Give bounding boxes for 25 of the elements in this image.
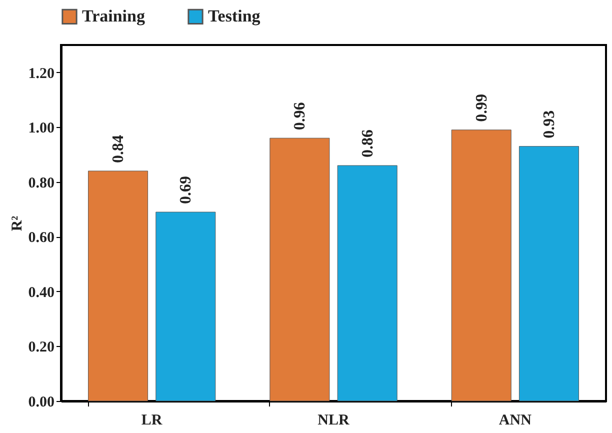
data-label: 0.99 [473,94,490,122]
data-label: 0.86 [359,129,376,158]
bar [156,212,216,402]
data-label: 0.69 [178,176,195,204]
y-tick-label: 1.00 [28,120,54,137]
y-tick-label: 0.80 [28,175,54,192]
y-tick-label: 0.60 [28,230,54,246]
data-label: 0.96 [292,102,309,130]
y-tick-label: 0.20 [28,340,54,356]
x-tick-label: NLR [318,412,350,428]
bar [270,138,330,402]
bar [451,130,512,402]
bar [518,146,579,402]
legend-label: Testing [208,6,261,26]
data-label: 0.84 [110,134,128,163]
bar [337,165,398,402]
y-tick-label: 0.00 [28,394,54,410]
x-tick-label: LR [141,412,162,428]
data-label: 0.93 [540,110,558,138]
x-tick-label: ANN [498,412,532,428]
y-axis-title: R² [9,215,26,232]
legend-label: Training [82,6,146,26]
y-tick-label: 0.40 [28,284,54,301]
y-tick-label: 1.20 [28,66,54,82]
bar [88,170,148,402]
